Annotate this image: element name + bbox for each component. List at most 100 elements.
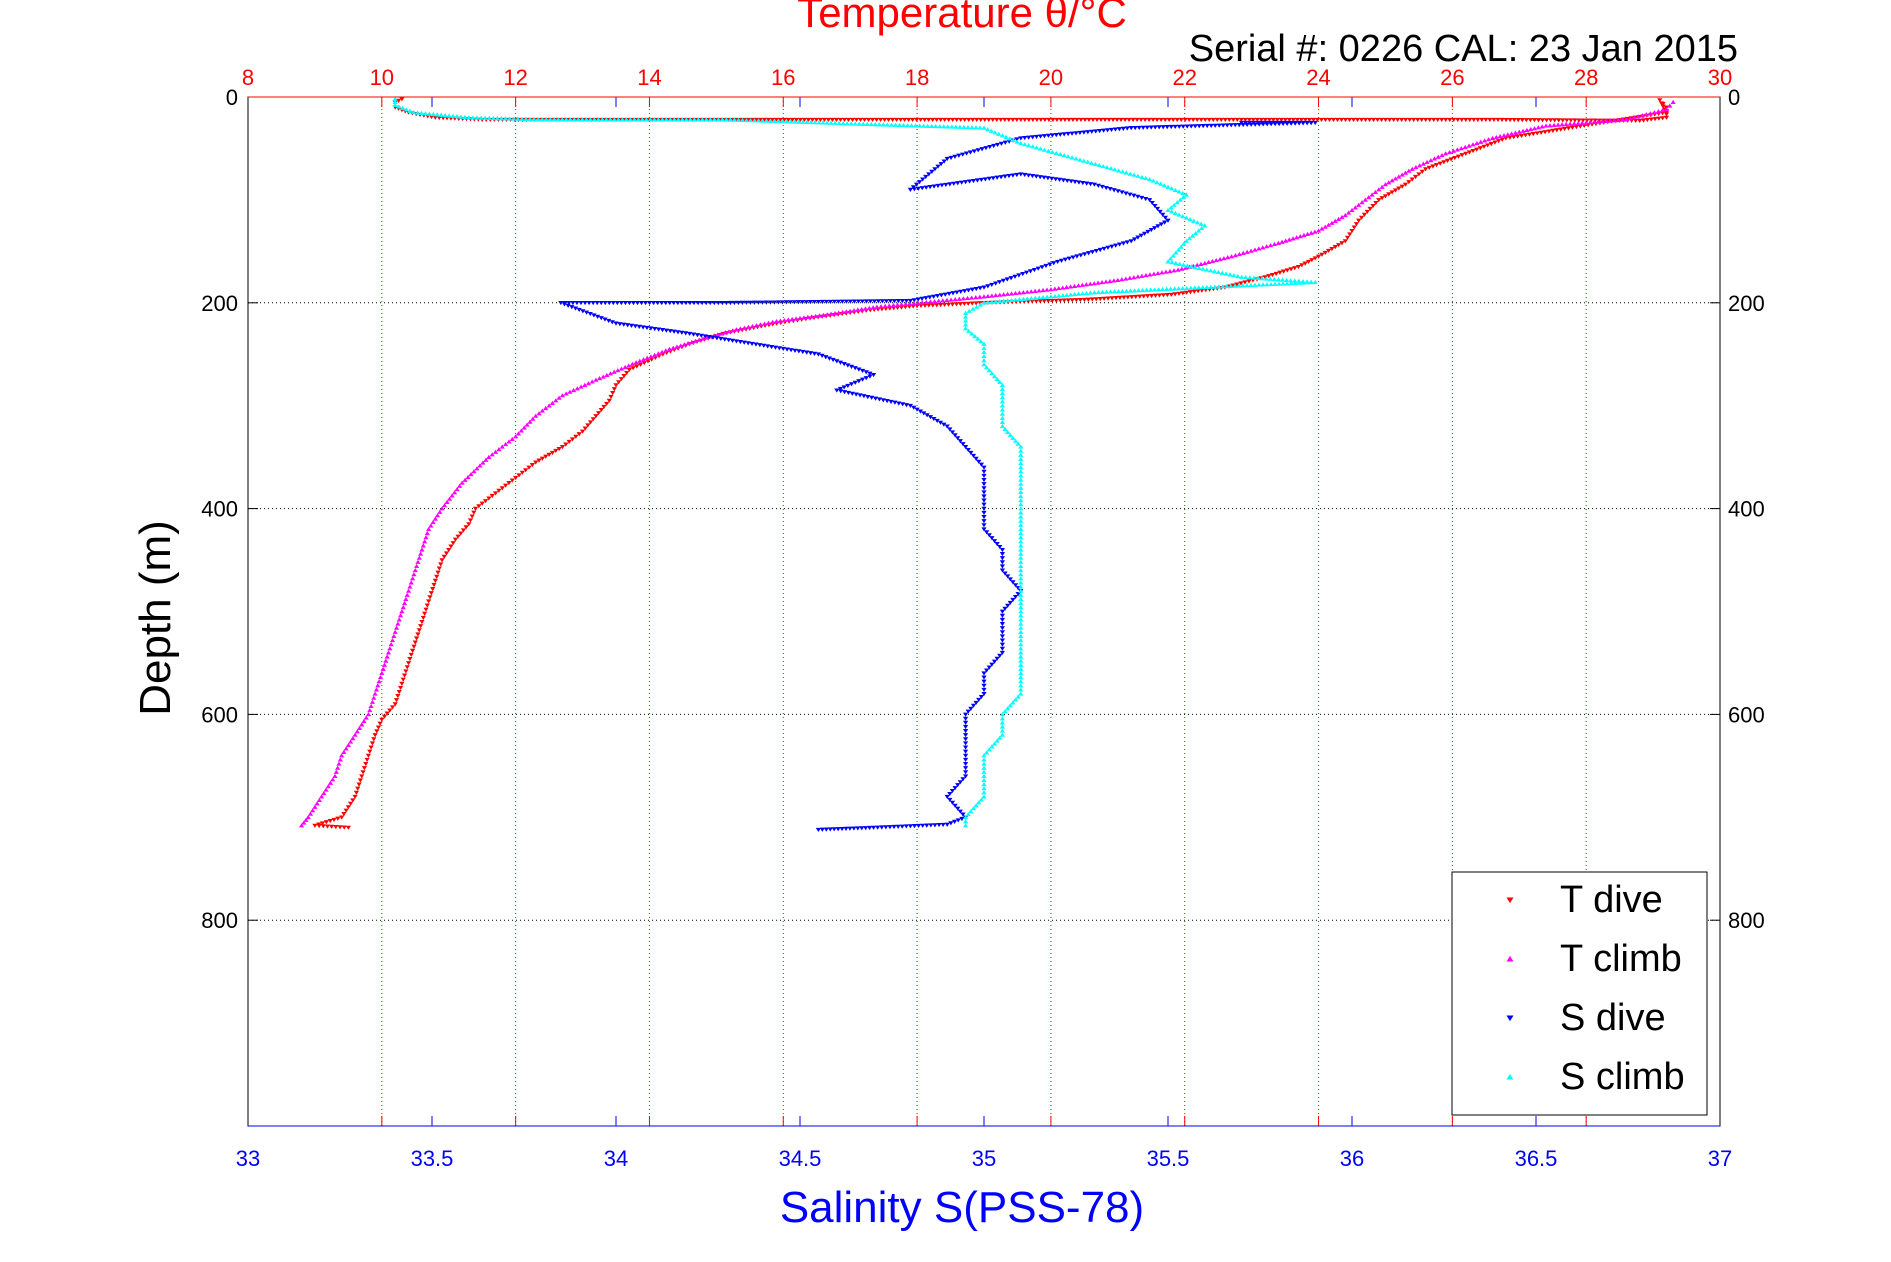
data-point [832,311,838,316]
x-axis-label: Salinity S(PSS-78) [780,1183,1144,1232]
data-point [1232,123,1238,128]
data-point [847,308,853,313]
data-point [761,343,767,348]
data-point [1103,279,1109,284]
data-point [1651,110,1658,115]
data-point [1016,290,1023,295]
data-point [999,634,1005,639]
data-point [922,117,928,122]
data-point [1495,117,1501,123]
data-point [1064,284,1070,290]
x2-tick-label: 24 [1306,65,1330,90]
data-point [760,118,766,123]
data-point [1178,244,1184,249]
data-point [999,560,1005,565]
data-point [1082,252,1088,257]
data-point [625,323,631,328]
data-point [1499,117,1505,123]
data-point [991,373,998,379]
data-point [816,313,823,318]
data-point [1247,275,1253,280]
data-point [1640,118,1647,123]
data-point [1005,298,1011,303]
x2-tick-label: 18 [905,65,929,90]
data-point [1051,261,1057,266]
data-point [420,615,426,621]
data-point [393,698,400,703]
data-point [1413,164,1419,170]
data-point [559,117,565,122]
data-point [1467,117,1473,122]
data-point [952,433,958,438]
data-point [1158,181,1164,186]
data-point [727,300,733,306]
data-point [944,424,950,429]
data-point [981,486,987,491]
data-point [765,344,771,349]
data-point [942,117,948,122]
data-point [963,770,969,775]
data-point [1131,172,1137,177]
data-point [1018,646,1024,651]
data-point [486,115,492,120]
data-point [907,187,913,192]
data-point [687,331,693,337]
data-point [1322,117,1329,122]
data-point [392,102,398,108]
data-point [958,289,964,294]
data-point [745,324,752,329]
data-point [1033,174,1039,179]
data-point [1489,135,1496,140]
data-point [984,530,990,535]
data-point [711,117,717,122]
data-point [1354,117,1361,122]
data-point [731,117,738,122]
data-point [849,117,856,122]
data-point [1018,493,1024,499]
data-point [1040,287,1046,293]
data-point [1194,262,1200,267]
data-point [350,736,356,741]
data-point [1083,282,1089,287]
data-point [1018,580,1024,585]
data-point [1190,117,1196,122]
data-point [981,761,987,766]
data-point [863,299,869,304]
data-point [999,403,1005,408]
data-point [1268,122,1274,127]
data-point [519,116,525,121]
data-point [1559,122,1565,127]
data-point [888,399,894,404]
data-point [934,293,941,299]
data-point [1018,502,1024,507]
data-point [1172,187,1178,192]
data-point [630,366,636,371]
data-point [915,300,921,305]
data-point [1020,296,1027,301]
data-point [1670,99,1676,104]
data-point [990,176,996,181]
data-point [1178,117,1184,122]
data-point [596,411,602,416]
data-point [1036,288,1042,293]
data-point [1065,154,1071,159]
data-point [1227,272,1233,277]
data-point [1143,196,1149,202]
data-point [427,595,433,600]
data-point [800,349,806,355]
data-point [1018,650,1024,655]
data-point [1041,134,1048,139]
data-point [949,430,956,435]
data-point [439,558,445,563]
data-point [335,765,341,770]
data-point [598,407,604,413]
data-point [1058,258,1065,263]
data-point [737,326,744,331]
data-point [970,178,977,184]
data-point [777,117,783,122]
data-point [375,725,382,730]
data-point [415,559,421,564]
data-point [852,380,858,385]
data-point [1002,426,1008,432]
data-point [583,117,589,122]
